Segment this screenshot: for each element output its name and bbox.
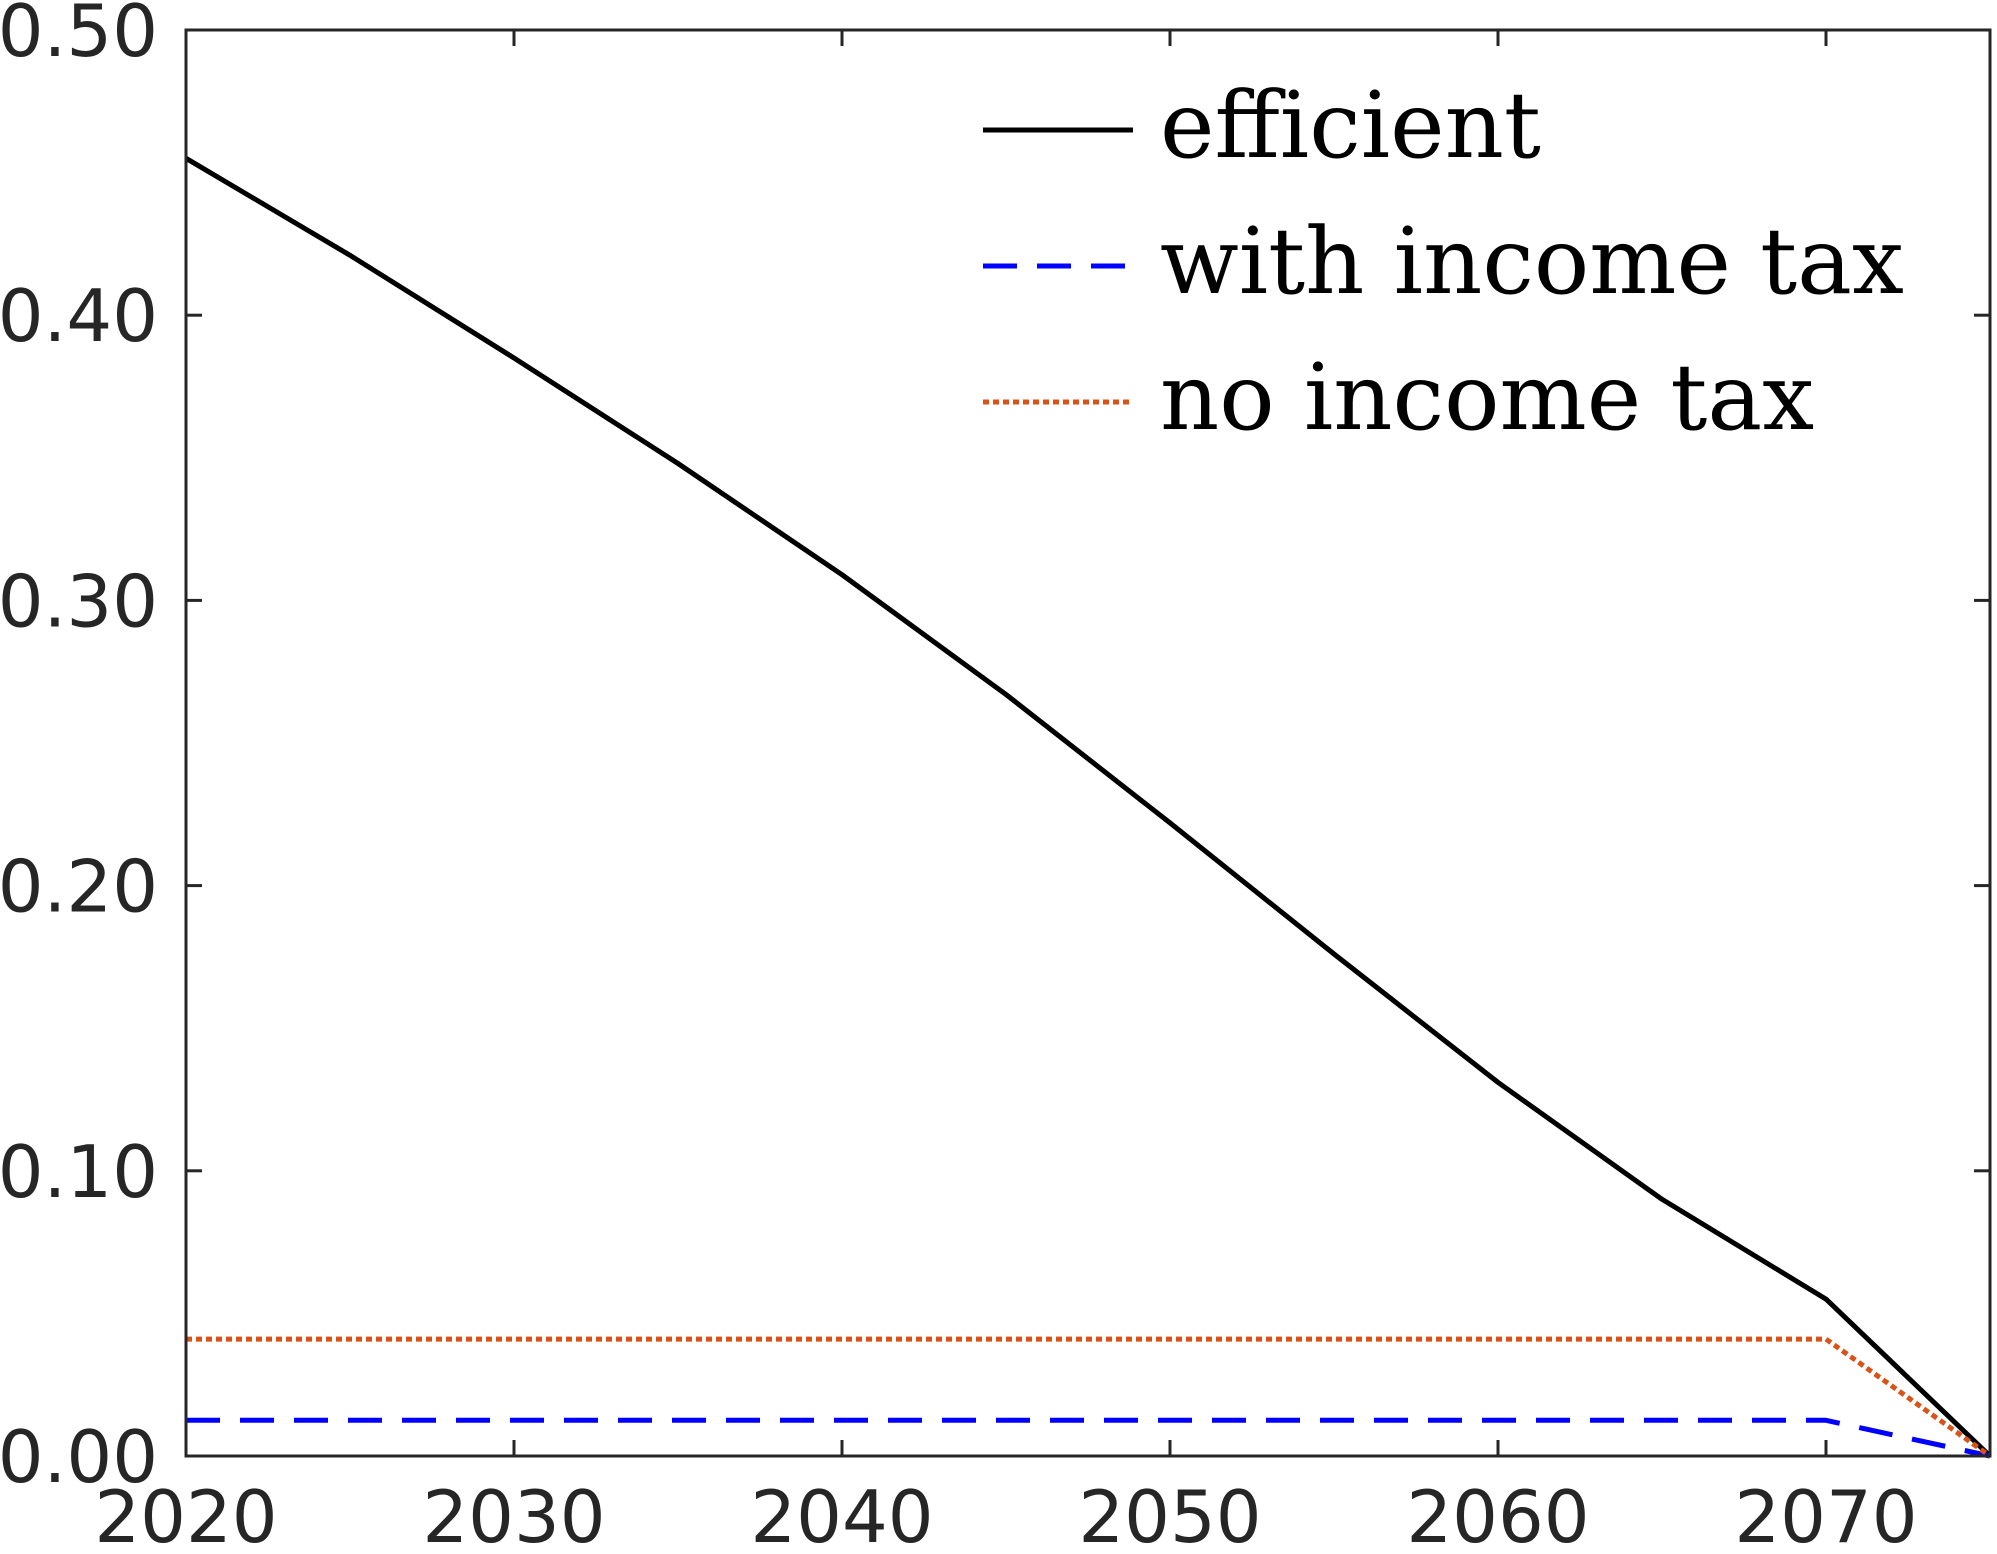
x-tick-label: 2050 bbox=[1078, 1475, 1261, 1554]
legend-label: efficient bbox=[1160, 72, 1541, 179]
y-tick-label: 0.40 bbox=[0, 274, 158, 358]
legend-label: no income tax bbox=[1160, 344, 1814, 451]
x-tick-label: 2040 bbox=[750, 1475, 933, 1554]
x-tick-label: 2070 bbox=[1734, 1475, 1917, 1554]
y-tick-label: 0.30 bbox=[0, 559, 158, 643]
series-line-efficient bbox=[184, 156, 1992, 1458]
legend: efficient with income tax no income tax bbox=[983, 72, 1904, 451]
legend-label: with income tax bbox=[1160, 208, 1904, 315]
y-tick-label: 0.20 bbox=[0, 845, 158, 929]
y-tick-label: 0.50 bbox=[0, 0, 158, 73]
x-tick-label: 2030 bbox=[422, 1475, 605, 1554]
y-tick-label: 0.00 bbox=[0, 1415, 158, 1499]
series-layer bbox=[184, 156, 1992, 1459]
series-line-no-income-tax bbox=[186, 1336, 1992, 1459]
x-tick-label: 2060 bbox=[1406, 1475, 1589, 1554]
x-tick-label: 2020 bbox=[94, 1475, 277, 1554]
axes-box bbox=[184, 28, 1992, 1458]
series-line-with-income-tax bbox=[186, 1417, 1991, 1459]
y-tick-label: 0.10 bbox=[0, 1130, 158, 1214]
